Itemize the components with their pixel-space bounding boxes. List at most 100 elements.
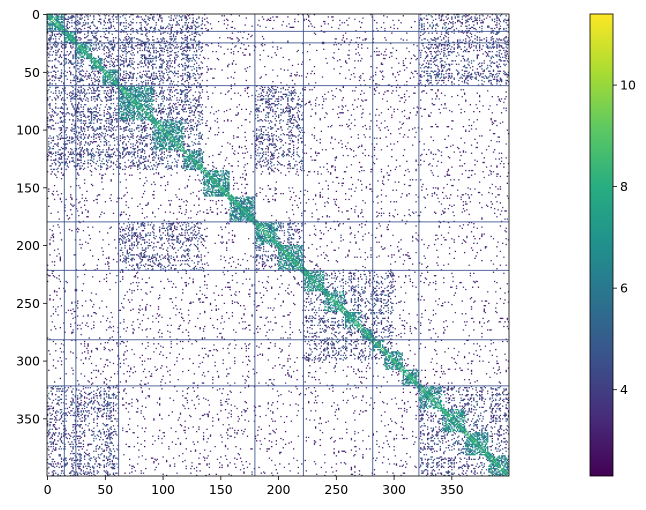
heatmap-cell: [57, 306, 59, 308]
heatmap-cell: [93, 369, 95, 372]
heatmap-cell: [435, 44, 437, 46]
heatmap-cell: [74, 57, 77, 60]
heatmap-cell: [178, 19, 180, 22]
heatmap-cell: [88, 56, 90, 59]
heatmap-cell: [105, 130, 108, 132]
heatmap-cell: [71, 31, 73, 33]
heatmap-cell: [72, 152, 74, 154]
heatmap-cell: [72, 46, 74, 48]
heatmap-cell: [77, 474, 79, 476]
heatmap-cell: [56, 46, 58, 48]
heatmap-cell: [129, 37, 131, 39]
heatmap-cell: [473, 27, 475, 30]
heatmap-cell: [93, 400, 95, 403]
heatmap-cell: [498, 23, 500, 25]
heatmap-cell: [104, 474, 107, 476]
heatmap-cell: [476, 17, 478, 19]
heatmap-cell: [370, 55, 372, 57]
heatmap-cell: [90, 56, 93, 59]
heatmap-cell: [72, 106, 74, 108]
heatmap-cell: [177, 72, 179, 75]
heatmap-cell: [57, 70, 59, 72]
heatmap-cell: [52, 75, 55, 77]
heatmap-cell: [186, 44, 189, 46]
heatmap-cell: [68, 70, 71, 72]
heatmap-cell: [497, 31, 499, 33]
heatmap-cell: [427, 22, 429, 24]
heatmap-cell: [79, 52, 81, 54]
heatmap-cell: [78, 46, 80, 48]
heatmap-cell: [97, 456, 100, 458]
heatmap-cell: [47, 273, 49, 276]
heatmap-cell: [448, 50, 451, 53]
heatmap-cell: [96, 202, 98, 204]
heatmap-cell: [73, 27, 75, 30]
heatmap-cell: [439, 57, 441, 60]
heatmap-cell: [93, 390, 95, 392]
heatmap-cell: [125, 14, 127, 16]
heatmap-cell: [505, 37, 507, 39]
heatmap-cell: [79, 154, 81, 157]
heatmap-cell: [81, 212, 83, 214]
heatmap-cell: [64, 433, 66, 435]
heatmap-cell: [465, 40, 467, 42]
heatmap-cell: [200, 46, 202, 48]
heatmap-cell: [276, 46, 279, 48]
heatmap-cell: [418, 19, 421, 22]
heatmap-cell: [72, 331, 74, 333]
heatmap-cell: [198, 17, 200, 19]
heatmap-cell: [165, 26, 168, 28]
heatmap-cell: [80, 137, 82, 139]
heatmap-cell: [49, 254, 51, 256]
heatmap-cell: [110, 42, 112, 45]
heatmap-cell: [79, 435, 81, 437]
heatmap-cell: [77, 414, 79, 417]
heatmap-cell: [147, 50, 149, 53]
heatmap-cell: [74, 126, 77, 128]
heatmap-cell: [79, 243, 81, 246]
heatmap-cell: [137, 44, 139, 46]
heatmap-cell: [184, 49, 186, 52]
heatmap-cell: [123, 45, 125, 47]
heatmap-cell: [51, 434, 53, 436]
heatmap-cell: [56, 18, 58, 20]
heatmap-cell: [89, 45, 92, 47]
heatmap-cell: [79, 65, 81, 68]
heatmap-cell: [62, 24, 64, 26]
heatmap-cell: [180, 63, 183, 65]
heatmap-cell: [83, 33, 86, 35]
heatmap-cell: [302, 61, 304, 63]
heatmap-cell: [468, 30, 470, 32]
heatmap-cell: [470, 33, 473, 35]
heatmap-cell: [82, 150, 85, 152]
heatmap-cell: [85, 52, 87, 54]
heatmap-cell: [81, 53, 83, 55]
heatmap-cell: [57, 194, 59, 196]
heatmap-cell: [105, 257, 108, 260]
heatmap-cell: [72, 457, 74, 459]
heatmap-cell: [140, 60, 142, 62]
heatmap-cell: [340, 44, 342, 46]
heatmap-cell: [167, 47, 169, 49]
heatmap-cell: [59, 347, 61, 350]
heatmap-cell: [97, 78, 100, 80]
heatmap-cell: [80, 445, 82, 448]
heatmap-cell: [186, 35, 189, 38]
heatmap-cell: [112, 46, 115, 48]
heatmap-cell: [77, 60, 79, 62]
heatmap-cell: [503, 19, 505, 22]
heatmap-cell: [80, 473, 82, 475]
heatmap-cell: [187, 15, 190, 17]
heatmap-cell: [103, 409, 105, 411]
heatmap-cell: [64, 86, 66, 89]
heatmap-cell: [496, 46, 498, 48]
heatmap-cell: [74, 441, 77, 443]
heatmap-cell: [103, 455, 105, 457]
heatmap-cell: [438, 45, 440, 47]
heatmap-cell: [73, 435, 75, 437]
heatmap-cell: [153, 63, 155, 65]
heatmap-cell: [172, 34, 175, 37]
heatmap-cell: [438, 70, 440, 72]
heatmap-cell: [82, 132, 85, 135]
heatmap-cell: [63, 82, 65, 84]
